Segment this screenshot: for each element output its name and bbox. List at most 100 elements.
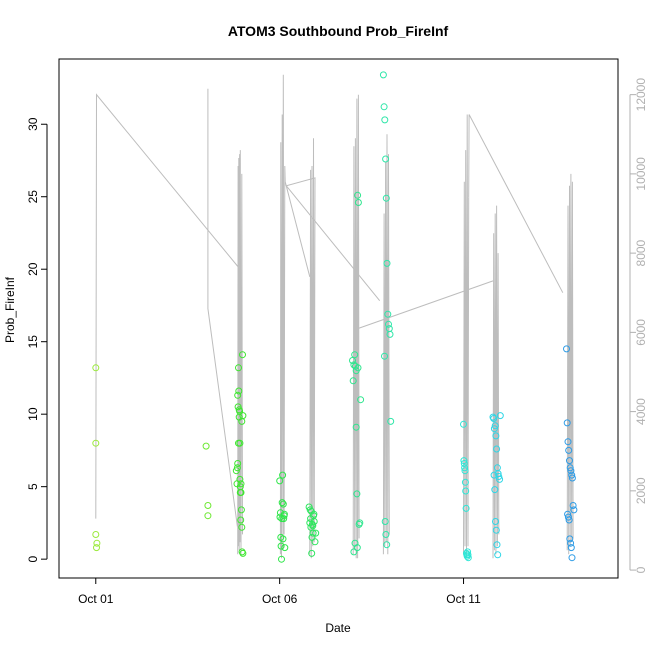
data-point <box>309 529 317 537</box>
data-point <box>306 506 314 514</box>
data-point <box>92 364 100 372</box>
data-point <box>496 475 504 483</box>
data-point <box>566 457 573 465</box>
data-point <box>564 513 572 521</box>
data-point <box>464 551 472 559</box>
secondary-series-line <box>382 134 390 555</box>
data-point <box>93 544 100 552</box>
x-axis-label: Date <box>325 621 351 635</box>
x-axis: Oct 01 Oct 06 Oct 11 <box>78 577 481 606</box>
data-point <box>566 464 574 472</box>
data-point <box>570 506 578 514</box>
data-point <box>568 471 576 479</box>
y-tick-label-left: 20 <box>26 262 40 276</box>
data-point <box>234 460 242 467</box>
data-point <box>236 475 244 483</box>
chart-title: ATOM3 Southbound Prob_FireInf <box>228 23 449 39</box>
data-point <box>492 518 499 525</box>
data-point <box>354 199 362 206</box>
secondary-series-line <box>95 93 241 519</box>
data-point <box>278 555 285 563</box>
data-point <box>354 364 362 372</box>
secondary-series-line <box>566 173 574 555</box>
y-tick-label-left: 25 <box>26 190 40 204</box>
x-tick-label: Oct 06 <box>262 592 298 606</box>
data-point <box>567 539 575 547</box>
secondary-series-lines <box>95 74 574 559</box>
data-point <box>494 551 502 559</box>
data-point <box>464 554 472 562</box>
y-tick-label-left: 15 <box>26 335 40 349</box>
data-point <box>492 432 500 440</box>
data-point <box>350 548 358 556</box>
data-point <box>352 423 360 431</box>
plot-frame <box>58 58 619 579</box>
data-point <box>236 439 244 447</box>
data-point <box>202 442 210 450</box>
data-point <box>93 539 101 547</box>
data-point <box>563 419 571 427</box>
data-point <box>380 103 388 111</box>
data-point <box>349 377 357 385</box>
data-point <box>462 504 470 512</box>
data-point <box>379 71 387 79</box>
y-axis-label: Prob_FireInf <box>3 276 17 343</box>
data-point <box>92 439 100 447</box>
data-point <box>281 544 289 552</box>
data-point <box>356 519 364 527</box>
data-point <box>460 460 468 467</box>
data-point <box>387 417 395 425</box>
data-point <box>563 345 570 353</box>
data-point <box>568 474 576 482</box>
data-point <box>354 191 362 199</box>
y-tick-label-right: 8000 <box>634 239 648 266</box>
y-axis-right: 0 2000 4000 6000 8000 10000 12000 <box>629 78 648 573</box>
data-point <box>383 541 391 549</box>
data-point <box>349 357 356 364</box>
data-point <box>496 412 504 420</box>
data-points <box>92 71 578 563</box>
data-point <box>384 310 392 318</box>
data-point <box>237 506 245 514</box>
data-point <box>383 259 391 267</box>
secondary-series-line <box>492 205 500 559</box>
data-point <box>308 549 316 557</box>
data-point <box>237 516 245 524</box>
data-point <box>237 489 245 496</box>
x-tick-label: Oct 11 <box>446 592 481 606</box>
data-point <box>351 351 359 359</box>
data-point <box>239 351 246 359</box>
y-tick-label-right: 6000 <box>634 319 648 346</box>
data-point <box>382 155 390 163</box>
data-point <box>461 478 469 486</box>
secondary-series-line <box>468 114 564 293</box>
secondary-series-line <box>285 138 381 559</box>
secondary-series-line <box>357 280 494 559</box>
secondary-series-line <box>279 74 311 559</box>
data-point <box>386 330 394 338</box>
data-point <box>565 446 573 454</box>
data-point <box>279 471 287 479</box>
data-point <box>381 116 389 124</box>
data-point <box>566 535 574 543</box>
y-tick-label-right: 12000 <box>634 78 648 112</box>
data-point <box>204 502 212 509</box>
data-point <box>279 535 287 543</box>
data-point <box>280 510 288 518</box>
data-point <box>353 490 361 498</box>
data-point <box>237 480 245 488</box>
data-point <box>567 544 575 552</box>
data-point <box>385 320 392 328</box>
data-point <box>567 467 575 475</box>
data-point <box>277 542 285 550</box>
data-point <box>493 541 501 549</box>
data-point <box>382 194 390 202</box>
data-point <box>234 391 242 399</box>
data-point <box>461 467 469 475</box>
data-point <box>491 486 499 494</box>
y-axis-left: 0 5 10 15 20 25 30 <box>26 117 48 562</box>
data-point <box>490 471 498 479</box>
y-tick-label-right: 10000 <box>634 157 648 191</box>
data-point <box>492 526 500 534</box>
data-point <box>565 516 573 524</box>
